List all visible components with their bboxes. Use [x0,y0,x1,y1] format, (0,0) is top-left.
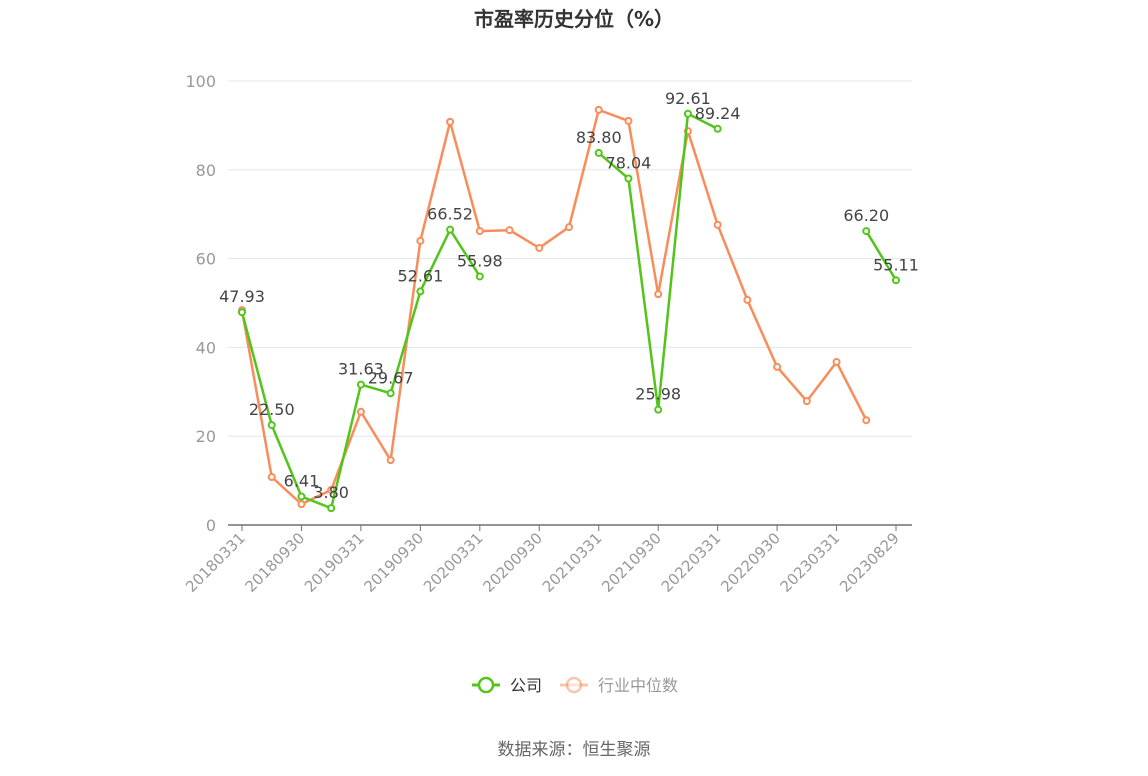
data-point[interactable] [297,492,306,501]
data-point[interactable] [475,227,484,236]
data-point[interactable] [475,272,484,281]
data-point[interactable] [862,227,871,236]
x-tick-label: 20180331 [182,529,249,596]
data-point[interactable] [773,362,782,371]
legend-marker-icon [477,676,495,694]
data-point[interactable] [446,225,455,234]
x-tick-label: 20220930 [717,529,784,596]
data-point[interactable] [238,308,246,317]
legend-marker-icon [565,676,583,694]
data-label: 52.61 [397,266,443,285]
y-tick-label: 0 [206,516,216,535]
data-point[interactable] [683,109,692,118]
data-point[interactable] [594,105,603,114]
data-point[interactable] [713,220,722,229]
legend-label: 行业中位数 [598,676,678,695]
data-label: 47.93 [219,287,265,306]
data-point[interactable] [356,407,365,416]
data-point[interactable] [505,226,514,235]
data-point[interactable] [297,500,306,509]
legend-item[interactable]: 行业中位数 [560,676,678,695]
data-point[interactable] [386,456,395,465]
legend-item[interactable]: 公司 [472,676,542,695]
y-tick-label: 100 [185,72,216,91]
data-point[interactable] [416,287,425,296]
data-label: 55.98 [457,251,503,270]
data-point[interactable] [565,223,573,232]
data-label: 22.50 [249,400,295,419]
data-point[interactable] [624,174,633,183]
data-label: 25.98 [635,385,681,404]
data-point[interactable] [327,485,336,494]
y-tick-label: 40 [196,338,216,357]
chart-title: 市盈率历史分位（%） [474,7,674,31]
data-label: 83.80 [576,128,622,147]
data-point[interactable] [267,473,276,482]
x-tick-label: 20230829 [836,529,903,596]
y-tick-label: 20 [196,427,216,446]
source-note: 数据来源：恒生聚源 [498,740,651,760]
data-point[interactable] [416,236,425,245]
data-point[interactable] [654,290,663,299]
data-point[interactable] [743,295,752,304]
data-label: 6.41 [284,472,320,491]
data-point[interactable] [267,421,276,430]
data-point[interactable] [624,116,633,125]
data-label: 92.61 [665,89,711,108]
data-point[interactable] [356,380,365,389]
data-point[interactable] [802,397,811,406]
x-tick-label: 20190930 [360,529,427,596]
data-point[interactable] [713,124,722,133]
data-point[interactable] [386,389,395,398]
series-line [865,230,898,281]
data-label: 89.24 [695,104,741,123]
series-line [240,108,868,506]
data-label: 31.63 [338,360,384,379]
x-tick-label: 20180930 [242,529,309,596]
y-tick-label: 80 [196,161,216,180]
data-point[interactable] [535,243,544,252]
data-label: 29.67 [368,368,414,387]
data-label: 55.11 [873,255,919,274]
x-tick-label: 20200331 [420,529,487,596]
y-tick-label: 60 [196,250,216,269]
data-point[interactable] [594,148,603,157]
x-tick-label: 20190331 [301,529,368,596]
x-tick-label: 20220331 [658,529,725,596]
x-tick-label: 20210331 [539,529,606,596]
data-point[interactable] [446,117,455,126]
x-tick-label: 20200930 [479,529,546,596]
data-point[interactable] [862,416,871,425]
data-label: 78.04 [606,154,652,173]
data-point[interactable] [654,405,663,414]
data-label: 66.20 [843,206,889,225]
x-tick-label: 20210930 [598,529,665,596]
x-tick-label: 20230331 [777,529,844,596]
legend-label: 公司 [510,676,542,695]
data-point[interactable] [892,276,900,285]
data-label: 3.80 [313,483,349,502]
data-point[interactable] [832,358,841,367]
data-label: 66.52 [427,205,473,224]
data-point[interactable] [327,504,336,513]
